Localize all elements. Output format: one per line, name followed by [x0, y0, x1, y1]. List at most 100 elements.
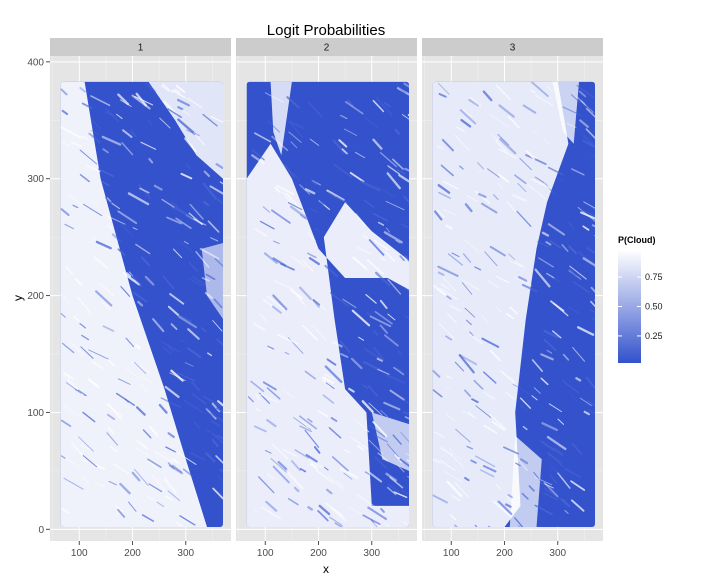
texture-streak — [432, 369, 441, 378]
texture-streak — [450, 453, 464, 468]
texture-streak — [474, 190, 491, 204]
texture-streak — [543, 329, 559, 339]
texture-streak — [169, 293, 185, 305]
texture-streak — [271, 135, 289, 152]
texture-streak — [65, 266, 74, 276]
texture-streak — [538, 257, 555, 268]
texture-streak — [106, 413, 116, 421]
texture-streak — [463, 238, 481, 254]
texture-streak — [515, 455, 528, 471]
texture-streak — [201, 277, 210, 282]
texture-streak — [61, 141, 71, 148]
texture-streak — [262, 299, 273, 307]
texture-streak — [310, 463, 319, 470]
texture-streak — [177, 118, 197, 136]
texture-streak — [580, 98, 593, 113]
texture-streak — [561, 498, 571, 508]
texture-streak — [149, 426, 159, 438]
texture-streak — [301, 420, 312, 433]
texture-streak — [437, 82, 450, 95]
texture-streak — [202, 182, 217, 200]
x-tick-label: 100 — [71, 548, 88, 559]
texture-streak — [69, 340, 84, 356]
texture-streak — [200, 327, 207, 333]
texture-streak — [572, 281, 590, 293]
texture-streak — [570, 480, 586, 491]
texture-streak — [131, 94, 151, 110]
texture-streak — [546, 435, 567, 451]
y-axis-title: y — [11, 295, 25, 301]
texture-streak — [372, 213, 388, 222]
texture-streak — [304, 429, 320, 448]
texture-streak — [367, 385, 379, 397]
texture-streak — [60, 126, 82, 139]
texture-streak — [537, 241, 549, 248]
texture-streak — [95, 240, 112, 250]
texture-streak — [363, 347, 383, 361]
texture-streak — [551, 330, 562, 339]
texture-streak — [326, 189, 345, 201]
texture-streak — [61, 342, 75, 354]
texture-streak — [251, 149, 265, 161]
texture-streak — [567, 306, 580, 314]
texture-streak — [379, 324, 388, 334]
texture-streak — [459, 165, 464, 170]
texture-streak — [348, 387, 355, 393]
texture-streak — [534, 476, 553, 486]
texture-streak — [161, 84, 170, 92]
texture-streak — [404, 416, 410, 420]
texture-streak — [372, 138, 383, 150]
texture-streak — [88, 349, 109, 360]
texture-streak — [82, 411, 96, 423]
y-tick-label: 400 — [27, 57, 44, 68]
texture-streak — [284, 351, 290, 355]
texture-streak — [331, 456, 349, 472]
texture-streak — [130, 130, 137, 138]
texture-streak — [462, 253, 472, 263]
texture-streak — [314, 227, 320, 232]
texture-streak — [534, 176, 545, 184]
texture-streak — [585, 376, 596, 393]
texture-streak — [120, 286, 131, 297]
texture-streak — [445, 224, 453, 230]
texture-streak — [544, 483, 554, 489]
texture-streak — [583, 410, 591, 416]
texture-streak — [385, 200, 405, 211]
texture-streak — [322, 376, 335, 384]
texture-streak — [386, 443, 399, 458]
texture-streak — [266, 473, 275, 480]
texture-streak — [264, 449, 272, 454]
texture-streak — [473, 379, 484, 390]
texture-streak — [219, 181, 224, 188]
texture-streak — [392, 158, 404, 170]
texture-streak — [540, 353, 554, 361]
texture-streak — [216, 407, 224, 414]
texture-streak — [387, 313, 396, 321]
texture-streak — [562, 106, 582, 116]
texture-streak — [255, 394, 261, 401]
texture-streak — [253, 322, 266, 331]
texture-streak — [590, 286, 596, 302]
texture-streak — [474, 266, 482, 271]
texture-streak — [293, 417, 311, 430]
texture-streak — [404, 255, 410, 271]
texture-streak — [214, 258, 224, 270]
texture-streak — [446, 375, 453, 380]
texture-streak — [343, 128, 358, 136]
texture-streak — [497, 133, 510, 146]
texture-streak — [522, 104, 537, 114]
texture-streak — [432, 458, 442, 464]
texture-streak — [132, 227, 138, 230]
texture-streak — [102, 148, 109, 154]
x-tick-label: 200 — [496, 548, 513, 559]
texture-streak — [176, 521, 193, 527]
texture-streak — [330, 507, 347, 522]
texture-streak — [357, 445, 365, 451]
texture-streak — [193, 421, 201, 429]
texture-streak — [397, 464, 405, 473]
texture-streak — [77, 389, 87, 397]
texture-streak — [184, 362, 194, 367]
texture-streak — [548, 403, 563, 413]
texture-streak — [458, 354, 475, 374]
cloud-region — [509, 435, 542, 527]
